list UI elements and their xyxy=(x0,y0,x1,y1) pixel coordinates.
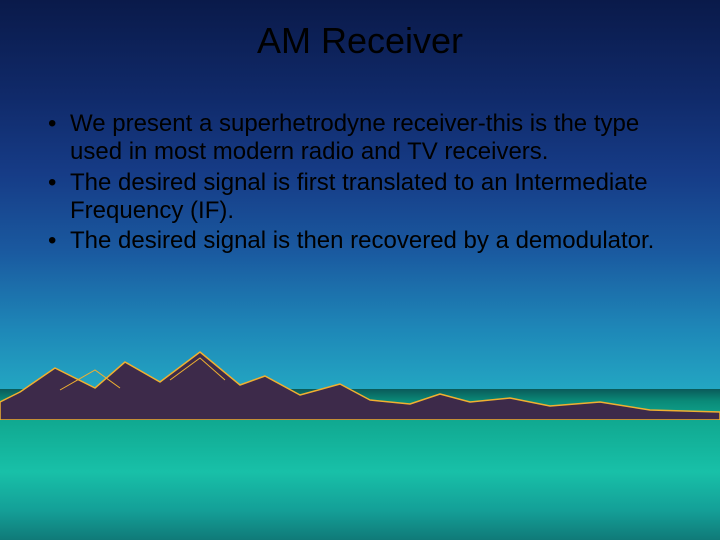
bullet-item: We present a superhetrodyne receiver-thi… xyxy=(44,110,676,167)
bullet-item: The desired signal is first translated t… xyxy=(44,169,676,226)
mountains-svg xyxy=(0,340,720,420)
bullet-list: We present a superhetrodyne receiver-thi… xyxy=(44,110,676,256)
slide-background-mountains xyxy=(0,340,720,405)
mountain-range-path xyxy=(0,352,720,420)
slide: AM Receiver We present a superhetrodyne … xyxy=(0,0,720,540)
bullet-text: We present a superhetrodyne receiver-thi… xyxy=(70,110,639,165)
slide-title: AM Receiver xyxy=(0,20,720,62)
bullet-text: The desired signal is first translated t… xyxy=(70,169,648,224)
bullet-text: The desired signal is then recovered by … xyxy=(70,227,654,254)
bullet-item: The desired signal is then recovered by … xyxy=(44,227,676,255)
slide-body: We present a superhetrodyne receiver-thi… xyxy=(44,110,676,258)
